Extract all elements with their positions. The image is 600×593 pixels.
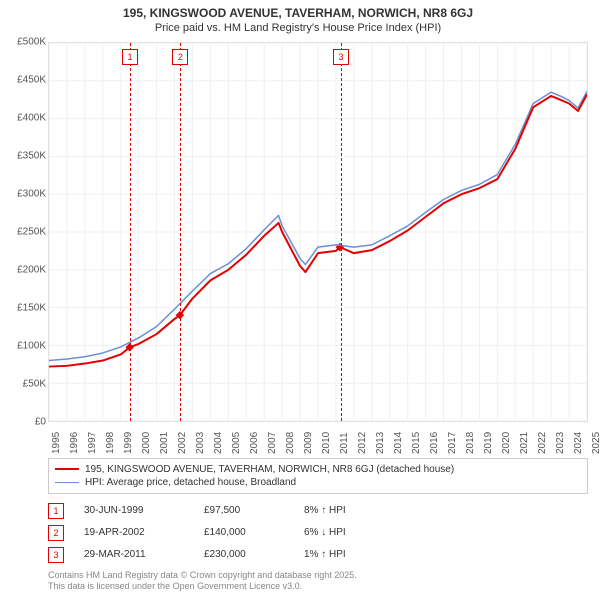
x-axis-labels: 1995 1996 1997 1998 1999 2000 2001 2002 2003 2004… bbox=[48, 424, 588, 458]
x-tick-label: 2016 bbox=[429, 432, 440, 454]
x-tick-label: 2025 bbox=[591, 432, 600, 454]
event-marker-badge: 3 bbox=[333, 49, 349, 65]
x-tick-label: 2011 bbox=[339, 432, 350, 454]
x-tick-label: 2020 bbox=[501, 432, 512, 454]
y-axis-labels: £0£50K£100K£150K£200K£250K£300K£350K£400… bbox=[6, 42, 48, 422]
x-tick-label: 2002 bbox=[177, 432, 188, 454]
chart-area: £0 £50K £100K £150K £200K £250K £300K £350K £400… bbox=[6, 42, 590, 458]
y-tick-label: £350K bbox=[17, 150, 46, 161]
event-row-price: £97,500 bbox=[204, 505, 284, 516]
y-tick-label: £500K bbox=[17, 36, 46, 47]
y-tick-label: £300K bbox=[17, 188, 46, 199]
x-tick-label: 2001 bbox=[159, 432, 170, 454]
x-tick-label: 2008 bbox=[285, 432, 296, 454]
x-tick-label: 2023 bbox=[555, 432, 566, 454]
events-table: 1 30-JUN-1999 £97,500 8% ↑ HPI 2 19-APR-2002 £… bbox=[48, 500, 588, 566]
event-row: 1 30-JUN-1999 £97,500 8% ↑ HPI bbox=[48, 500, 588, 522]
y-tick-label: £100K bbox=[17, 340, 46, 351]
legend-label: HPI: Average price, detached house, Broa… bbox=[85, 477, 296, 488]
x-tick-label: 1997 bbox=[87, 432, 98, 454]
legend-label: 195, KINGSWOOD AVENUE, TAVERHAM, NORWICH… bbox=[85, 464, 454, 475]
legend-swatch bbox=[55, 468, 79, 470]
x-tick-label: 1999 bbox=[123, 432, 134, 454]
event-marker-line bbox=[341, 43, 342, 421]
event-row-badge: 1 bbox=[48, 503, 64, 519]
footer-line-2: This data is licensed under the Open Gov… bbox=[48, 581, 588, 593]
x-tick-label: 2000 bbox=[141, 432, 152, 454]
legend: 195, KINGSWOOD AVENUE, TAVERHAM, NORWICH… bbox=[48, 458, 588, 494]
event-row: 3 29-MAR-2011 £230,000 1% ↑ HPI bbox=[48, 544, 588, 566]
event-marker-badge: 2 bbox=[172, 49, 188, 65]
legend-swatch bbox=[55, 482, 79, 483]
y-tick-label: £50K bbox=[23, 378, 46, 389]
event-row-badge: 3 bbox=[48, 547, 64, 563]
y-tick-label: £200K bbox=[17, 264, 46, 275]
y-tick-label: £0 bbox=[35, 416, 46, 427]
event-row-delta: 8% ↑ HPI bbox=[304, 505, 404, 516]
event-row-delta: 1% ↑ HPI bbox=[304, 549, 404, 560]
event-row-badge: 2 bbox=[48, 525, 64, 541]
x-tick-label: 2017 bbox=[447, 432, 458, 454]
x-tick-label: 2007 bbox=[267, 432, 278, 454]
y-tick-label: £150K bbox=[17, 302, 46, 313]
title-line-2: Price paid vs. HM Land Registry's House … bbox=[6, 22, 590, 36]
x-tick-label: 1998 bbox=[105, 432, 116, 454]
title-line-1: 195, KINGSWOOD AVENUE, TAVERHAM, NORWICH… bbox=[6, 6, 590, 21]
x-tick-label: 2006 bbox=[249, 432, 260, 454]
x-tick-label: 2021 bbox=[519, 432, 530, 454]
x-tick-label: 2004 bbox=[213, 432, 224, 454]
x-tick-label: 2024 bbox=[573, 432, 584, 454]
x-tick-label: 2005 bbox=[231, 432, 242, 454]
event-row: 2 19-APR-2002 £140,000 6% ↓ HPI bbox=[48, 522, 588, 544]
legend-item: HPI: Average price, detached house, Broa… bbox=[55, 476, 581, 489]
event-row-price: £140,000 bbox=[204, 527, 284, 538]
plot-region: 1 2 3 bbox=[48, 42, 588, 422]
x-tick-label: 2019 bbox=[483, 432, 494, 454]
x-tick-label: 2013 bbox=[375, 432, 386, 454]
y-tick-label: £250K bbox=[17, 226, 46, 237]
event-marker-line bbox=[180, 43, 181, 421]
x-tick-label: 2012 bbox=[357, 432, 368, 454]
event-row-delta: 6% ↓ HPI bbox=[304, 527, 404, 538]
x-tick-label: 1996 bbox=[69, 432, 80, 454]
x-tick-label: 2003 bbox=[195, 432, 206, 454]
chart-titles: 195, KINGSWOOD AVENUE, TAVERHAM, NORWICH… bbox=[6, 6, 590, 36]
x-tick-label: 2014 bbox=[393, 432, 404, 454]
x-tick-label: 2010 bbox=[321, 432, 332, 454]
page: 195, KINGSWOOD AVENUE, TAVERHAM, NORWICH… bbox=[0, 0, 600, 590]
event-marker-badge: 1 bbox=[122, 49, 138, 65]
event-marker-line bbox=[130, 43, 131, 421]
legend-item: 195, KINGSWOOD AVENUE, TAVERHAM, NORWICH… bbox=[55, 463, 581, 476]
x-tick-label: 2022 bbox=[537, 432, 548, 454]
event-row-date: 29-MAR-2011 bbox=[84, 549, 184, 560]
y-tick-label: £450K bbox=[17, 74, 46, 85]
x-tick-label: 2009 bbox=[303, 432, 314, 454]
x-tick-label: 1995 bbox=[51, 432, 62, 454]
footer-line-1: Contains HM Land Registry data © Crown c… bbox=[48, 570, 588, 582]
event-row-price: £230,000 bbox=[204, 549, 284, 560]
event-row-date: 30-JUN-1999 bbox=[84, 505, 184, 516]
y-tick-label: £400K bbox=[17, 112, 46, 123]
event-row-date: 19-APR-2002 bbox=[84, 527, 184, 538]
x-tick-label: 2018 bbox=[465, 432, 476, 454]
x-tick-label: 2015 bbox=[411, 432, 422, 454]
